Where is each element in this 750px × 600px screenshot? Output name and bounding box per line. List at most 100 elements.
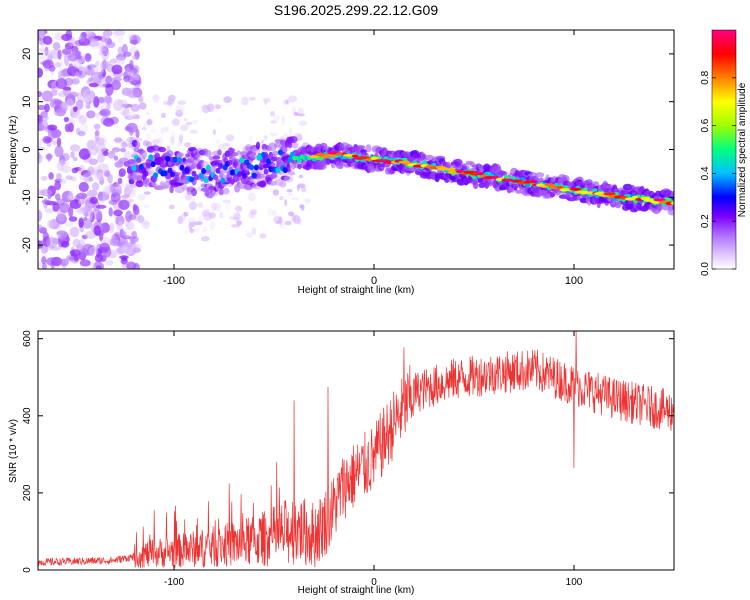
spectrogram-cell-321 (98, 110, 109, 116)
spectrogram-cell-227 (85, 230, 97, 239)
spectrogram-cell-384 (90, 38, 100, 50)
spectrogram-cell-1735 (656, 203, 663, 212)
spectrogram-cell-508 (40, 175, 48, 181)
spectrogram-cell-2015 (446, 167, 456, 171)
spectrogram-cell-380 (77, 208, 85, 214)
spectrogram-cell-505 (69, 144, 81, 152)
spectrogram-cell-699 (261, 139, 265, 144)
spectrogram-cell-317 (38, 67, 43, 78)
spectrogram-cell-695 (278, 217, 284, 226)
spectrogram-cell-797 (155, 184, 166, 191)
spectrogram-cell-224 (125, 244, 137, 256)
spectrogram-cell-623 (171, 118, 181, 126)
spectrogram-cell-641 (179, 213, 186, 222)
spectrogram-cell-247 (41, 256, 47, 265)
spectrogram-cell-484 (90, 71, 103, 84)
spectrogram-x-ticks: -100 0 100 (163, 30, 583, 287)
spectrogram-cell-739 (233, 211, 239, 218)
spectrogram-cell-392 (118, 36, 124, 44)
spectrogram-cell-1779 (169, 171, 175, 178)
spectrogram-cell-439 (120, 109, 130, 117)
spectrogram-cell-379 (68, 63, 74, 73)
spectrogram-cell-668 (251, 227, 257, 235)
spectrogram-cell-112 (54, 180, 61, 191)
spectrogram-cell-547 (137, 215, 145, 224)
spectrogram-cell-453 (41, 199, 52, 204)
spectrogram-cell-911 (218, 188, 224, 196)
spectrogram-cell-161 (123, 150, 132, 161)
spectrogram-y-tick-label-0: -20 (21, 237, 33, 253)
spectrogram-cell-264 (80, 194, 86, 205)
spectrogram-cell-346 (106, 41, 116, 49)
spectrogram-cell-1339 (446, 161, 451, 170)
spectrogram-cell-935 (229, 152, 239, 157)
spectrogram-cell-482 (125, 184, 134, 193)
spectrogram-cell-706 (299, 204, 304, 209)
spectrogram-cell-512 (88, 82, 99, 88)
spectrogram-cell-536 (137, 194, 146, 201)
spectrogram-cell-1 (100, 222, 111, 233)
spectrogram-cell-987 (257, 173, 266, 179)
spectrogram-cell-1789 (193, 174, 199, 181)
spectrogram-cell-1828 (287, 156, 293, 163)
spectrogram-cell-389 (59, 258, 69, 267)
spectrogram-cell-1577 (572, 194, 581, 201)
spectrogram-cell-654 (168, 204, 175, 210)
spectrogram-cell-687 (260, 233, 265, 239)
spectrogram-cell-540 (285, 99, 289, 105)
spectrogram-cell-302 (58, 70, 63, 77)
spectrogram-cell-283 (117, 177, 123, 184)
spectrogram-cell-118 (78, 148, 91, 160)
spectrogram-cell-732 (194, 221, 203, 226)
spectrogram-cell-258 (46, 257, 58, 266)
spectrogram-cell-371 (118, 199, 130, 211)
spectrogram-cell-709 (190, 142, 194, 146)
spectrogram-cell-523 (138, 95, 144, 103)
spectrogram-cell-404 (113, 155, 118, 161)
spectrogram-cell-189 (72, 156, 78, 162)
spectrogram-cell-595 (298, 120, 308, 126)
spectrogram-cell-555 (160, 112, 166, 119)
spectrogram-cell-495 (45, 49, 57, 56)
spectrogram-cell-25 (86, 110, 96, 119)
spectrogram-cell-1800 (220, 177, 226, 184)
spectrogram-cell-205 (117, 46, 123, 55)
spectrogram-cell-713 (138, 102, 147, 110)
snr-y-tick-label-0: 0 (22, 567, 33, 573)
spectrogram-y-tick-label-3: 10 (21, 96, 33, 108)
spectrogram-cell-1799 (217, 163, 223, 169)
spectrogram-cell-95 (58, 159, 70, 168)
spectrogram-cell-1757 (667, 207, 674, 216)
spectrogram-cell-606 (291, 197, 299, 201)
spectrogram-cell-1809 (241, 172, 247, 179)
spectrogram-cell-672 (185, 121, 193, 126)
spectrogram-cell-737 (168, 99, 173, 108)
spectrogram-cell-725 (225, 134, 235, 142)
spectrogram-cell-671 (141, 220, 150, 229)
spectrogram-cell-1021 (274, 179, 283, 186)
spectrogram-cell-563 (219, 212, 224, 219)
spectrogram-cell-2031 (523, 180, 537, 184)
spectrogram-cell-564 (270, 120, 277, 124)
spectrogram-cell-689 (222, 199, 232, 204)
spectrogram-cell-373 (110, 184, 122, 195)
spectrogram-cell-378 (107, 150, 116, 159)
spectrogram-cell-386 (117, 100, 128, 108)
spectrogram-cell-1826 (282, 167, 288, 174)
spectrogram-cell-1441 (498, 170, 508, 176)
spectrogram-cell-646 (189, 201, 197, 211)
spectrogram-cell-78 (65, 175, 73, 180)
spectrogram-cell-494 (109, 238, 119, 246)
spectrogram-cell-625 (286, 189, 293, 193)
spectrogram-cell-889 (205, 168, 212, 174)
spectrogram-cell-644 (270, 111, 275, 117)
spectrogram-cell-1014 (272, 150, 280, 156)
spectrogram-cell-565 (152, 94, 158, 101)
spectrogram-cell-1829 (289, 151, 295, 158)
spectrogram-cell-446 (71, 167, 79, 174)
spectrogram-cell-441 (126, 261, 137, 269)
spectrogram-cell-733 (235, 205, 243, 212)
spectrogram-cell-519 (88, 246, 98, 257)
spectrogram-cell-613 (146, 112, 150, 116)
spectrogram-cell-460 (127, 87, 140, 98)
